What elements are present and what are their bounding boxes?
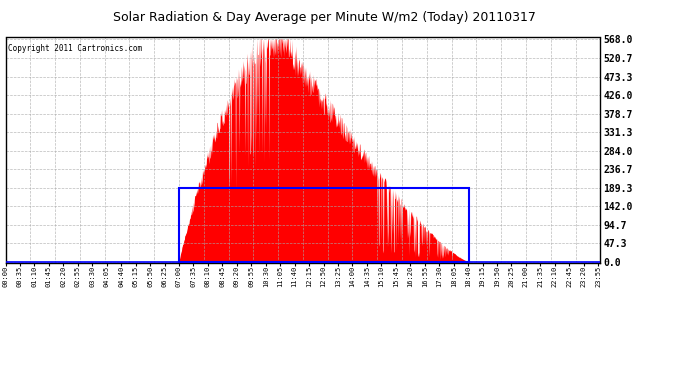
Text: Solar Radiation & Day Average per Minute W/m2 (Today) 20110317: Solar Radiation & Day Average per Minute… <box>113 11 535 24</box>
Bar <box>179 188 469 262</box>
Text: Copyright 2011 Cartronics.com: Copyright 2011 Cartronics.com <box>8 44 143 53</box>
